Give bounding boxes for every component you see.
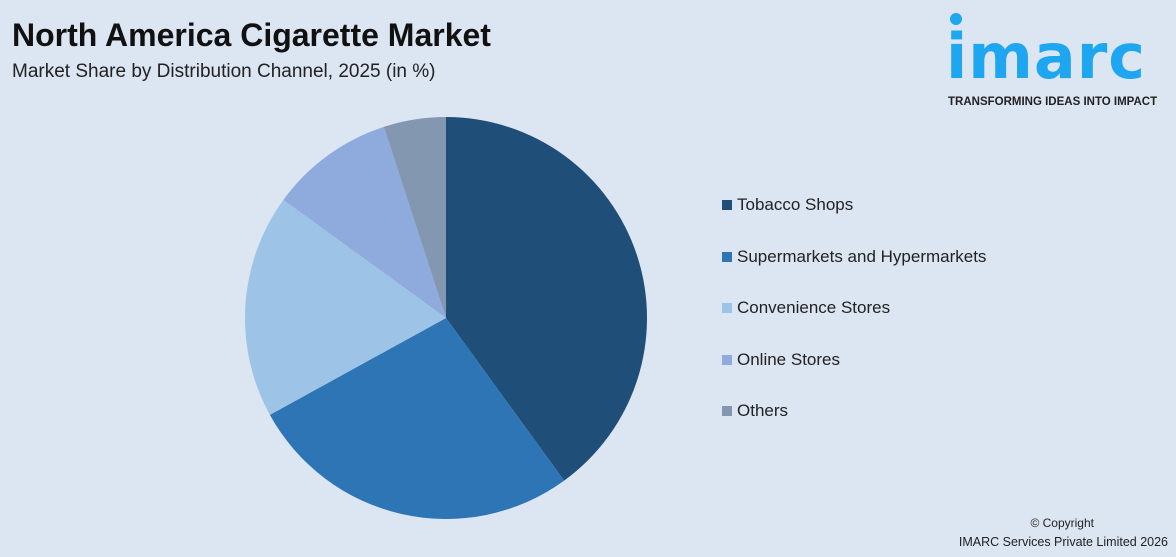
legend-item: Online Stores [722, 349, 986, 371]
legend-swatch [722, 406, 732, 416]
logo-dot [950, 13, 962, 25]
legend-label: Convenience Stores [737, 298, 891, 317]
pie-slice-tobacco-shops [446, 117, 647, 481]
legend-item: Tobacco Shops [722, 194, 986, 216]
legend-item: Supermarkets and Hypermarkets [722, 246, 986, 268]
legend-label: Tobacco Shops [737, 195, 854, 214]
pie-slice-others [383, 117, 446, 318]
legend-swatch [722, 200, 732, 210]
logo-tagline: TRANSFORMING IDEAS INTO IMPACT [948, 96, 1158, 108]
legend-swatch [722, 303, 732, 313]
legend-swatch [722, 354, 732, 365]
legend: Tobacco Shops Supermarkets and Hypermarke… [722, 194, 986, 452]
pie-slice-online-stores [283, 126, 446, 318]
pie-slice-supermarkets-and-hypermarkets [269, 318, 565, 520]
legend-label: Supermarkets and Hypermarkets [737, 246, 987, 266]
imarc-logo: imarc TRANSFORMING IDEAS INTO IMPACT [946, 10, 1170, 110]
pie-slice-convenience-stores [244, 199, 446, 415]
chart-title: North America Cigarette Market [12, 17, 491, 53]
legend-label: Others [737, 401, 789, 420]
legend-item: Convenience Stores [722, 297, 986, 319]
copyright: © Copyright [1030, 516, 1094, 530]
copyright-company: IMARC Services Private Limited 2026 [958, 535, 1168, 549]
legend-item: Others [722, 400, 986, 422]
chart-subtitle: Market Share by Distribution Channel, 20… [12, 61, 436, 82]
logo-word: imarc [946, 20, 1147, 93]
legend-swatch [722, 251, 732, 262]
legend-label: Online Stores [737, 349, 840, 369]
